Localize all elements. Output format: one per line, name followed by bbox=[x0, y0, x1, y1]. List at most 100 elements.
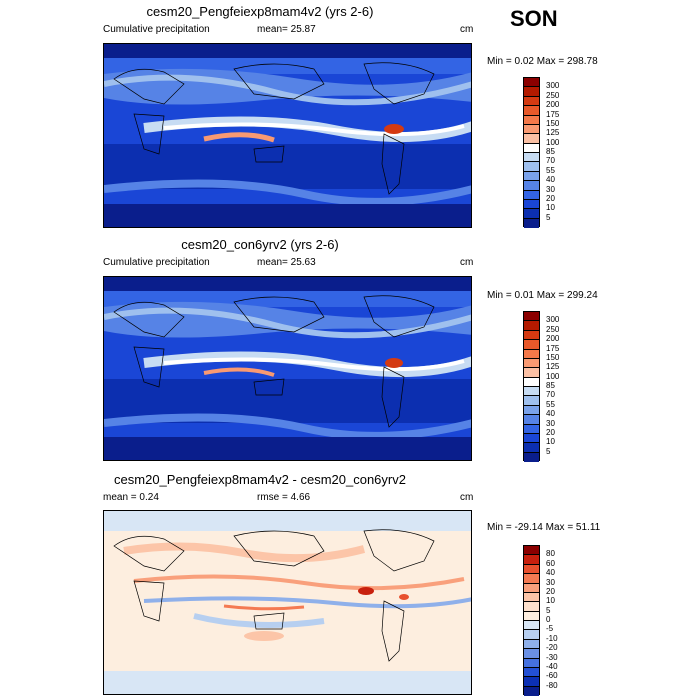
colorbar-swatch bbox=[524, 564, 539, 575]
colorbar-level-label: 125 bbox=[546, 128, 560, 138]
colorbar-swatch bbox=[524, 171, 539, 182]
colorbar-level-label: 20 bbox=[546, 427, 555, 437]
season-label: SON bbox=[510, 6, 558, 31]
panel1-left-label: Cumulative precipitation bbox=[103, 24, 210, 35]
colorbar-swatch bbox=[524, 312, 539, 322]
colorbar-level-label: 40 bbox=[546, 568, 555, 578]
colorbar-level-label: 20 bbox=[546, 586, 555, 596]
colorbar-level-label: 125 bbox=[546, 362, 560, 372]
colorbar-level-label: 100 bbox=[546, 137, 560, 147]
panel1-mean: mean= 25.87 bbox=[257, 24, 316, 35]
colorbar-swatch bbox=[524, 424, 539, 434]
colorbar-level-label: 300 bbox=[546, 81, 560, 91]
panel3-minmax: Min = -29.14 Max = 51.11 bbox=[487, 522, 601, 533]
colorbar-level-label: 250 bbox=[546, 324, 560, 334]
colorbar-swatch bbox=[524, 415, 539, 425]
colorbar-level-label: 0 bbox=[546, 615, 551, 624]
panel1-units: cm bbox=[460, 24, 474, 35]
colorbar-swatch bbox=[524, 190, 539, 200]
colorbar-level-label: -60 bbox=[546, 671, 558, 681]
colorbar-swatch bbox=[524, 649, 539, 659]
colorbar-swatch bbox=[524, 574, 539, 584]
colorbar-swatch bbox=[524, 452, 539, 462]
colorbar-swatch bbox=[524, 349, 539, 359]
colorbar-level-label: 40 bbox=[546, 409, 555, 419]
colorbar-level-label: 150 bbox=[546, 118, 560, 128]
colorbar-level-label: 10 bbox=[546, 203, 555, 213]
panel2-map bbox=[103, 276, 472, 461]
colorbar-swatch bbox=[524, 321, 539, 331]
panel3-title: cesm20_Pengfeiexp8mam4v2 - cesm20_con6yr… bbox=[114, 472, 406, 487]
colorbar-level-label: 250 bbox=[546, 90, 560, 100]
colorbar-swatch bbox=[524, 153, 539, 163]
panel2-left-label: Cumulative precipitation bbox=[103, 257, 210, 268]
colorbar-level-label: 200 bbox=[546, 334, 560, 344]
colorbar-swatch bbox=[524, 340, 539, 350]
colorbar-level-label: -40 bbox=[546, 661, 558, 671]
colorbar-level-label: 30 bbox=[546, 418, 555, 428]
colorbar-swatch bbox=[524, 667, 539, 678]
colorbar-level-label: 5 bbox=[546, 212, 551, 222]
colorbar-swatch bbox=[524, 377, 539, 387]
colorbar-swatch bbox=[524, 433, 539, 444]
colorbar-swatch bbox=[524, 621, 539, 631]
panel3-map bbox=[103, 510, 472, 695]
panel1-title: cesm20_Pengfeiexp8mam4v2 (yrs 2-6) bbox=[146, 4, 374, 19]
panel3-units: cm bbox=[460, 492, 474, 503]
colorbar-level-label: 150 bbox=[546, 352, 560, 362]
colorbar-swatch bbox=[524, 134, 539, 144]
colorbar-swatch bbox=[524, 686, 539, 696]
colorbar-swatch bbox=[524, 555, 539, 565]
colorbar-level-label: 175 bbox=[546, 343, 560, 353]
colorbar-level-label: 175 bbox=[546, 109, 560, 119]
colorbar-level-label: 5 bbox=[546, 446, 551, 456]
panel3-rmse: rmse = 4.66 bbox=[257, 492, 311, 503]
colorbar-swatch bbox=[524, 677, 539, 687]
colorbar-level-label: -20 bbox=[546, 643, 558, 653]
colorbar-swatch bbox=[524, 387, 539, 397]
colorbar-level-label: 55 bbox=[546, 399, 555, 409]
colorbar-swatch bbox=[524, 181, 539, 191]
colorbar-swatch bbox=[524, 368, 539, 378]
colorbar-swatch bbox=[524, 602, 539, 612]
colorbar-swatch bbox=[524, 658, 539, 668]
colorbar-level-label: 85 bbox=[546, 381, 555, 390]
colorbar-level-label: 10 bbox=[546, 596, 555, 606]
colorbar-swatch bbox=[524, 218, 539, 228]
colorbar-level-label: 85 bbox=[546, 147, 555, 156]
colorbar-swatch bbox=[524, 209, 539, 219]
colorbar-level-label: 80 bbox=[546, 549, 555, 559]
panel2-minmax: Min = 0.01 Max = 299.24 bbox=[487, 290, 598, 301]
colorbar-level-label: 40 bbox=[546, 175, 555, 185]
colorbar-swatch bbox=[524, 583, 539, 593]
colorbar-level-label: 200 bbox=[546, 100, 560, 110]
colorbar-level-label: 30 bbox=[546, 577, 555, 587]
panel1-minmax: Min = 0.02 Max = 298.78 bbox=[487, 56, 598, 67]
colorbar-level-label: 30 bbox=[546, 184, 555, 194]
colorbar-swatch bbox=[524, 639, 539, 650]
colorbar-level-label: 60 bbox=[546, 558, 555, 568]
colorbar-swatch bbox=[524, 405, 539, 416]
colorbar-swatch bbox=[524, 96, 539, 107]
colorbar-swatch bbox=[524, 106, 539, 116]
colorbar-level-label: 55 bbox=[546, 165, 555, 175]
colorbar-level-label: -80 bbox=[546, 680, 558, 690]
colorbar-swatch bbox=[524, 124, 539, 135]
colorbar-level-label: 10 bbox=[546, 437, 555, 447]
colorbar-swatch bbox=[524, 330, 539, 341]
panel2-mean: mean= 25.63 bbox=[257, 257, 316, 268]
panel1-colorbar bbox=[523, 77, 540, 228]
colorbar-swatch bbox=[524, 358, 539, 369]
colorbar-level-label: -10 bbox=[546, 633, 558, 643]
panel2-units: cm bbox=[460, 257, 474, 268]
colorbar-level-label: 300 bbox=[546, 315, 560, 325]
panel2-colorbar bbox=[523, 311, 540, 462]
colorbar-swatch bbox=[524, 630, 539, 640]
panel3-mean: mean = 0.24 bbox=[103, 492, 159, 503]
colorbar-level-label: 20 bbox=[546, 193, 555, 203]
colorbar-level-label: -5 bbox=[546, 624, 554, 634]
colorbar-level-label: 5 bbox=[546, 605, 551, 615]
colorbar-swatch bbox=[524, 592, 539, 603]
panel2-title: cesm20_con6yrv2 (yrs 2-6) bbox=[181, 237, 339, 252]
colorbar-level-label: 100 bbox=[546, 371, 560, 381]
